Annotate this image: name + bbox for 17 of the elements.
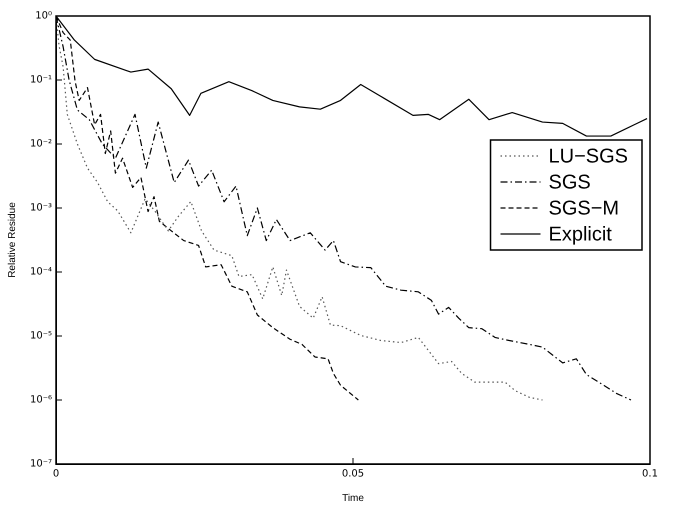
x-tick-label: 0.05 bbox=[342, 468, 364, 480]
x-tick-label: 0 bbox=[52, 468, 60, 480]
legend-label: LU−SGS bbox=[548, 146, 628, 168]
y-tick-label: 10⁻¹ bbox=[30, 74, 52, 86]
y-tick-label: 10⁻⁵ bbox=[30, 330, 52, 342]
legend-label: SGS−M bbox=[548, 198, 620, 220]
x-tick-label: 0.1 bbox=[642, 468, 658, 480]
y-tick-label: 10⁻⁷ bbox=[30, 458, 52, 470]
y-tick-label: 10⁻⁴ bbox=[30, 266, 52, 278]
legend-label: Explicit bbox=[548, 224, 612, 246]
legend-label: SGS bbox=[548, 172, 591, 194]
y-tick-label: 10⁰ bbox=[35, 10, 52, 22]
x-axis-title: Time bbox=[342, 492, 364, 504]
y-tick-label: 10⁻² bbox=[30, 138, 52, 150]
y-tick-label: 10⁻³ bbox=[30, 202, 52, 214]
y-tick-label: 10⁻⁶ bbox=[30, 394, 52, 406]
y-axis-title: Relative Residue bbox=[6, 202, 18, 278]
